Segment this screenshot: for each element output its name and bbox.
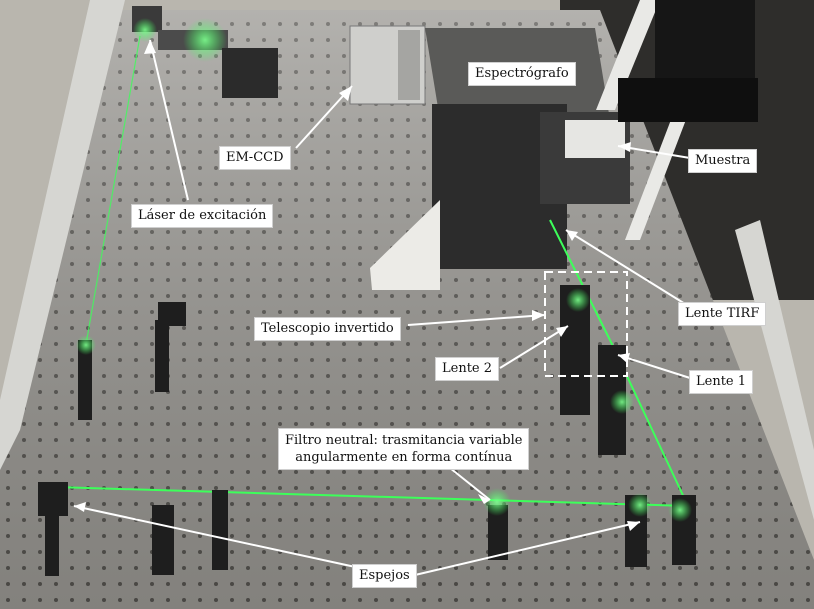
- monitor: [655, 0, 755, 80]
- label-inverted-telescope: Telescopio invertido: [254, 317, 401, 341]
- label-lens1: Lente 1: [689, 370, 754, 394]
- label-sample: Muestra: [688, 149, 758, 173]
- laser-glow: [183, 18, 227, 62]
- telescope-dashed-box: [544, 271, 628, 377]
- table-rail-right: [735, 220, 814, 520]
- beam-glows: [76, 288, 692, 522]
- label-mirrors: Espejos: [352, 564, 417, 588]
- label-emccd: EM-CCD: [219, 146, 291, 170]
- annotation-arrowheads: [74, 40, 640, 531]
- emccd-fins: [398, 30, 420, 100]
- beam-vertical: [84, 35, 141, 351]
- label-spectrograph: Espectrógrafo: [468, 62, 576, 86]
- table-rail-left: [0, 0, 125, 470]
- beam-up: [549, 219, 611, 341]
- post-rod: [596, 0, 660, 110]
- label-nd-filter-line1: Filtro neutral: trasmitancia variable: [285, 433, 523, 448]
- label-excitation-laser: Láser de excitación: [131, 204, 274, 228]
- white-panel: [370, 200, 440, 290]
- label-tirf-lens: Lente TIRF: [678, 302, 767, 326]
- annotation-lines: [73, 39, 691, 576]
- keyboard: [618, 78, 758, 122]
- sample-stage: [565, 120, 625, 158]
- label-nd-filter: Filtro neutral: trasmitancia variable an…: [278, 428, 530, 470]
- label-nd-filter-line2: angularmente en forma contínua: [295, 450, 513, 465]
- laser-controller: [222, 48, 278, 98]
- beam-horizontal: [54, 486, 689, 507]
- laser-glow-source: [133, 18, 157, 42]
- label-lens2: Lente 2: [435, 357, 500, 381]
